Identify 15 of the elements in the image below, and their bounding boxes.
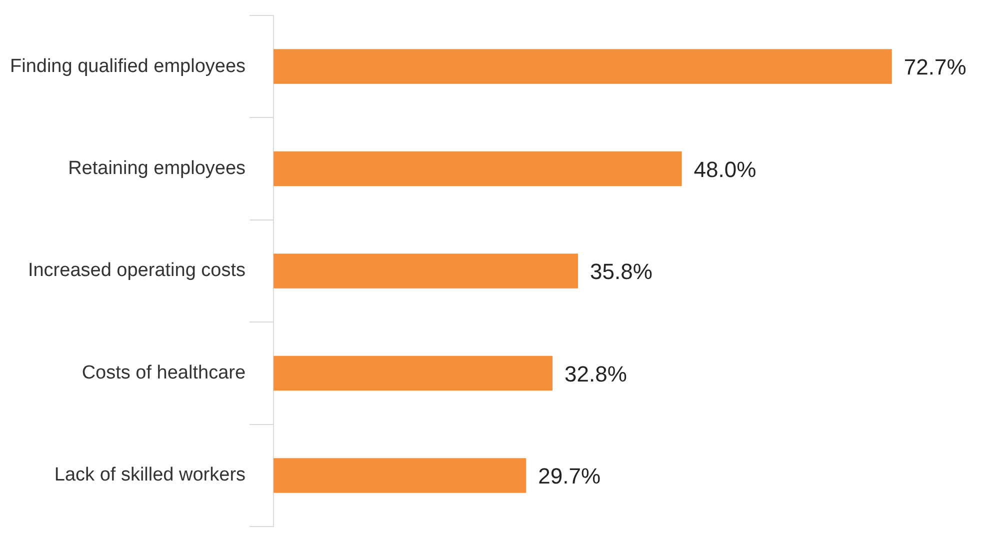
bar <box>274 458 526 493</box>
bar <box>274 254 578 288</box>
y-tick-label: Retaining employees <box>68 158 246 179</box>
y-tick-label: Finding qualified employees <box>10 56 246 77</box>
y-tick-label: Costs of healthcare <box>82 362 246 384</box>
data-label: 29.7% <box>538 464 601 489</box>
y-tick-label: Lack of skilled workers <box>54 464 246 486</box>
data-label: 72.7% <box>904 54 966 80</box>
bar <box>274 49 892 84</box>
data-label: 35.8% <box>590 259 652 284</box>
data-label: 48.0% <box>694 156 756 182</box>
bar <box>274 151 682 186</box>
data-label: 32.8% <box>564 361 627 386</box>
y-tick-label: Increased operating costs <box>28 260 246 282</box>
bar <box>274 356 553 391</box>
